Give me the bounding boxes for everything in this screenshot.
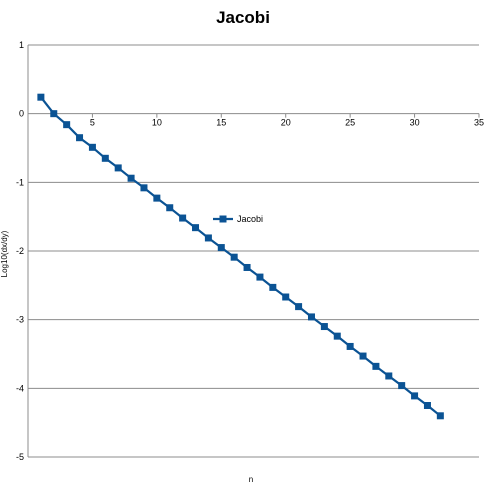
- data-point-20: [282, 293, 290, 301]
- data-point-6: [101, 154, 109, 162]
- data-point-13: [192, 224, 200, 232]
- x-tick-label-1: 5: [90, 118, 95, 128]
- x-tick-label-4: 20: [281, 118, 291, 128]
- data-point-4: [76, 134, 84, 142]
- data-point-30: [411, 392, 419, 400]
- x-axis-label: n: [249, 475, 253, 484]
- y-tick-label-1: 0: [19, 109, 24, 119]
- x-tick-label-2: 10: [152, 118, 162, 128]
- data-point-8: [127, 174, 135, 182]
- y-tick-label-6: -5: [16, 452, 24, 462]
- x-tick-label-3: 15: [216, 118, 226, 128]
- x-tick-label-5: 25: [345, 118, 355, 128]
- legend-label: Jacobi: [237, 214, 263, 224]
- legend: Jacobi: [213, 214, 263, 224]
- data-point-21: [295, 303, 303, 311]
- tick-labels: 10-1-2-3-4-55 10 15 20 25 30 35: [16, 40, 484, 462]
- legend-marker: [219, 215, 227, 223]
- data-point-22: [307, 313, 315, 321]
- data-point-3: [63, 121, 71, 129]
- y-tick-label-0: 1: [19, 40, 24, 50]
- data-point-2: [50, 110, 58, 118]
- data-point-11: [166, 204, 174, 212]
- data-point-16: [230, 253, 238, 261]
- data-point-31: [423, 402, 431, 409]
- data-point-1: [37, 93, 45, 101]
- data-point-10: [153, 194, 161, 202]
- data-point-27: [372, 362, 380, 370]
- data-point-14: [204, 234, 212, 242]
- data-point-23: [320, 323, 328, 331]
- chart-title: Jacobi: [216, 8, 270, 27]
- y-tick-label-4: -3: [16, 315, 24, 325]
- data-point-18: [256, 273, 264, 281]
- series-line-0: [40, 96, 441, 417]
- y-axis-label: Log10(dx/dy): [0, 230, 9, 277]
- data-point-12: [179, 214, 187, 222]
- y-tick-label-5: -4: [16, 383, 24, 393]
- gridlines: [28, 44, 479, 458]
- data-point-19: [269, 283, 277, 291]
- data-point-32: [436, 412, 444, 420]
- data-point-9: [140, 184, 148, 192]
- data-point-26: [359, 352, 367, 360]
- data-point-29: [398, 382, 406, 390]
- series-jacobi: [37, 93, 444, 420]
- data-point-7: [114, 164, 122, 172]
- data-point-15: [217, 244, 225, 252]
- axes: [27, 45, 480, 457]
- x-tick-label-7: 35: [474, 118, 484, 128]
- x-tick-label-6: 30: [410, 118, 420, 128]
- data-point-17: [243, 263, 251, 271]
- y-tick-label-3: -2: [16, 246, 24, 256]
- data-point-25: [346, 342, 354, 350]
- data-point-28: [385, 372, 393, 380]
- y-tick-label-2: -1: [16, 177, 24, 187]
- data-point-5: [88, 143, 96, 151]
- data-point-24: [333, 332, 341, 340]
